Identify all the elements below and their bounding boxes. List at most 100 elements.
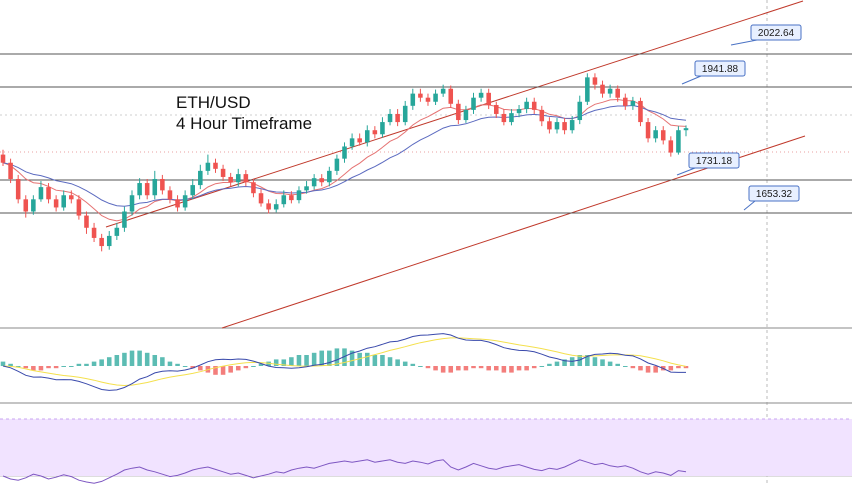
macd-histogram-bar [304, 355, 309, 366]
macd-histogram-bar [243, 366, 249, 369]
candle-body [0, 154, 6, 163]
macd-histogram-bar [23, 366, 29, 369]
candle-body [387, 113, 393, 123]
candle-body [99, 237, 104, 247]
candle-body [122, 211, 127, 228]
macd-histogram-bar [91, 361, 97, 366]
macd-histogram-bar [8, 363, 13, 366]
macd-histogram-bar [486, 366, 491, 371]
candle-body [23, 199, 29, 212]
label-pointer [676, 167, 696, 176]
candle-body [456, 103, 461, 121]
macd-histogram-bar [531, 366, 537, 369]
macd-histogram-bar [319, 350, 325, 366]
candle-body [554, 122, 560, 130]
candle-body [463, 109, 469, 121]
candle-body [91, 227, 97, 238]
candle-body [615, 88, 620, 98]
candle-body [84, 215, 89, 228]
candle-body [349, 138, 355, 147]
candle-body [531, 101, 537, 110]
candle-body [327, 170, 332, 183]
macd-histogram-bar [516, 366, 522, 371]
candle-body [334, 158, 340, 171]
macd-histogram-bar [509, 366, 514, 373]
macd-histogram-bar [380, 355, 385, 366]
macd-line [2, 333, 686, 391]
candle-body [539, 109, 545, 122]
macd-histogram-bar [585, 355, 590, 366]
horizontal-levels [0, 53, 852, 214]
macd-histogram-bar [645, 366, 651, 373]
macd-histogram-bar [289, 357, 294, 366]
candle-body [129, 195, 135, 212]
candle-body [205, 162, 211, 171]
candle-body [15, 178, 21, 200]
macd-histogram-bar [592, 357, 598, 366]
candle-body [600, 84, 605, 94]
macd-signal-line [2, 337, 687, 387]
macd-histogram-bar [418, 366, 423, 367]
macd-histogram-bar [630, 366, 636, 369]
candle-body [281, 195, 287, 205]
level-label: 2022.64 [758, 28, 795, 39]
candle-body [38, 187, 44, 200]
candle-body [547, 121, 552, 130]
candle-body [683, 128, 689, 131]
candle-body [61, 195, 66, 208]
macd-histogram-bar [501, 366, 507, 373]
candle-body [592, 77, 598, 85]
macd-histogram-bar [106, 357, 112, 366]
macd-histogram-bar [182, 366, 188, 367]
macd-histogram-bar [84, 363, 89, 366]
candle-body [31, 199, 36, 212]
macd-histogram-bar [524, 366, 529, 371]
candle-body [630, 100, 636, 106]
candle-body [585, 77, 590, 102]
level-label: 1941.88 [702, 64, 739, 75]
macd-histogram-bar [61, 366, 66, 367]
macd-histogram-bar [69, 366, 74, 367]
candle-body [410, 93, 416, 106]
macd-histogram-bar [615, 363, 620, 366]
candle-body [190, 185, 195, 196]
level-label-box [750, 24, 802, 41]
candle-body [319, 178, 325, 183]
candle-body [577, 101, 583, 121]
macd-histogram-bar [220, 366, 226, 375]
macd-histogram-bar [251, 366, 256, 367]
macd-histogram-bar [228, 366, 233, 373]
macd-histogram-bar [547, 363, 552, 366]
label-pointer [681, 75, 702, 85]
macd-histogram-bar [281, 359, 287, 366]
candle-body [676, 130, 681, 153]
candle-body [478, 92, 484, 98]
candle-body [296, 190, 302, 201]
label-pointer [730, 39, 758, 46]
candle-body [494, 105, 499, 114]
level-label: 1731.18 [696, 156, 733, 167]
macd-histogram-bar [562, 359, 567, 366]
candle-body [8, 162, 13, 179]
macd-panel [0, 333, 689, 391]
chart-title-line2: 4 Hour Timeframe [176, 114, 312, 133]
macd-histogram-bar [296, 355, 302, 366]
candle-body [357, 138, 362, 143]
level-label-box [748, 185, 800, 202]
macd-histogram-bar [342, 348, 347, 366]
macd-histogram-bar [53, 366, 59, 369]
candle-body [418, 93, 423, 98]
candle-body [311, 178, 317, 187]
candle-body [243, 174, 249, 183]
level-labels: 2022.64 1941.88 1731.18 1653.32 [676, 24, 802, 211]
candle-body [509, 113, 514, 123]
candle-body [235, 174, 241, 183]
rsi-line [2, 459, 687, 484]
macd-histogram-bar [653, 366, 658, 373]
macd-histogram-bar [372, 355, 378, 366]
macd-histogram-bar [395, 359, 400, 366]
candle-body [562, 122, 567, 131]
macd-histogram-bar [15, 366, 21, 367]
macd-histogram-bar [494, 366, 499, 371]
candle-body [182, 195, 188, 208]
